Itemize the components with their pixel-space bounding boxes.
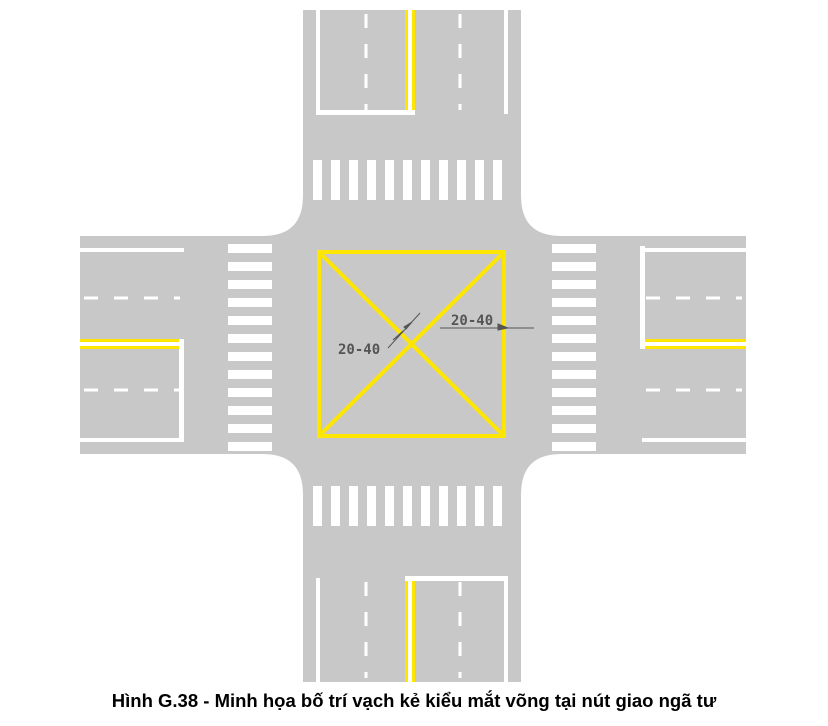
dimension-marker-left (387, 312, 421, 349)
crosswalk-east (552, 244, 596, 451)
yellow-box-junction (317, 250, 506, 438)
corner-fillets (263, 196, 561, 494)
dimension-label-left: 20-40 (338, 342, 380, 358)
crosswalk-south (313, 486, 502, 526)
dimension-label-right: 20-40 (451, 313, 493, 329)
crosswalk-west (228, 244, 272, 451)
north-approach-markings (316, 10, 508, 115)
intersection-diagram: 20-40 20-40 (80, 10, 746, 682)
figure-caption: Hình G.38 - Minh họa bố trí vạch kẻ kiểu… (111, 690, 717, 711)
east-approach-markings (640, 246, 746, 442)
crosswalk-north (313, 160, 502, 200)
west-approach-markings (80, 248, 184, 442)
south-approach-markings (316, 576, 508, 682)
dimension-marker-right (440, 323, 534, 331)
